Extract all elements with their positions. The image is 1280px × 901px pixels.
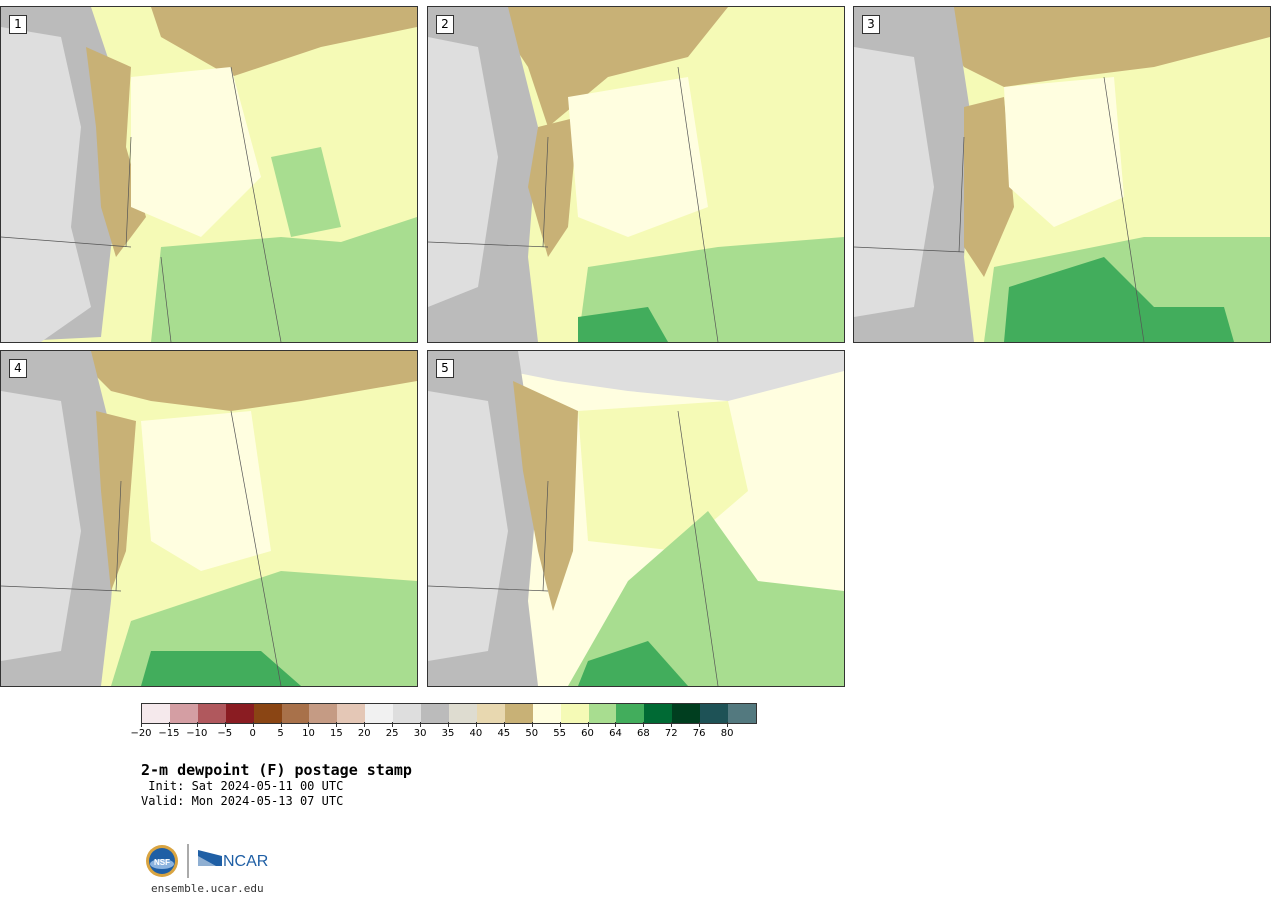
site-url: ensemble.ucar.edu (151, 882, 264, 895)
colorbar-swatch (169, 704, 198, 723)
colorbar-tick-label: 5 (277, 728, 284, 739)
colorbar-tick (336, 722, 338, 727)
colorbar-tick-label: −15 (158, 728, 180, 739)
colorbar-swatch (421, 704, 449, 723)
colorbar-tick-label: 30 (413, 728, 427, 739)
plot-title: 2-m dewpoint (F) postage stamp (141, 761, 412, 779)
dewpoint-map-5 (428, 351, 844, 686)
colorbar-tick (559, 722, 561, 727)
colorbar-tick (643, 722, 645, 727)
colorbar-tick-label: 15 (329, 728, 343, 739)
colorbar-tick (671, 722, 673, 727)
colorbar-swatch (728, 704, 756, 723)
colorbar-tick-label: −20 (130, 728, 152, 739)
colorbar-tick-label: 40 (469, 728, 483, 739)
colorbar-tick-label: 76 (692, 728, 706, 739)
dewpoint-map-1 (1, 7, 417, 342)
colorbar-tick (252, 722, 254, 727)
colorbar-tick (727, 722, 729, 727)
colorbar-tick-label: 35 (441, 728, 455, 739)
map-panel-4: 4 (0, 350, 418, 687)
nsf-ncar-logo: NSF NCAR (146, 844, 268, 878)
colorbar-swatch (197, 704, 226, 723)
colorbar-swatch (365, 704, 394, 723)
colorbar-tick (141, 722, 142, 727)
colorbar-tick-label: 60 (581, 728, 594, 739)
valid-time: Valid: Mon 2024-05-13 07 UTC (141, 794, 344, 808)
colorbar-tick (280, 722, 282, 727)
colorbar-tick (615, 722, 617, 727)
colorbar-tick-label: 64 (609, 728, 622, 739)
colorbar-swatch (142, 704, 170, 723)
panel-number: 3 (862, 15, 880, 34)
colorbar-swatch (281, 704, 310, 723)
map-panel-2: 2 (427, 6, 845, 343)
colorbar-tick-label: 25 (385, 728, 399, 739)
dewpoint-map-2 (428, 7, 844, 342)
map-panel-1: 1 (0, 6, 418, 343)
colorbar-tick (503, 722, 505, 727)
colorbar-tick (196, 722, 198, 727)
colorbar-swatch (476, 704, 505, 723)
colorbar-tick (308, 722, 310, 727)
colorbar-tick-label: 50 (525, 728, 539, 739)
colorbar-swatch (672, 704, 701, 723)
colorbar-tick-label: 10 (302, 728, 315, 739)
colorbar-tick-label: 80 (720, 728, 734, 739)
ncar-logo-text: NCAR (223, 853, 268, 870)
colorbar-tick (587, 722, 589, 727)
colorbar-tick (364, 722, 366, 727)
colorbar-ticks: −20 −15 −10 −5 0 5 10 15 20 25 30 35 40 45 50 55 60 64 68 7… (130, 722, 755, 742)
nsf-logo-text: NSF (154, 858, 170, 867)
colorbar-swatch (588, 704, 617, 723)
colorbar-tick (531, 722, 533, 727)
dewpoint-map-3 (854, 7, 1270, 342)
colorbar-tick (392, 722, 394, 727)
colorbar-swatch (337, 704, 366, 723)
panel-number: 2 (436, 15, 454, 34)
dewpoint-colorbar (141, 703, 757, 724)
panel-number: 5 (436, 359, 454, 378)
colorbar-swatch (225, 704, 254, 723)
colorbar-swatch (393, 704, 422, 723)
colorbar-tick-label: 0 (249, 728, 256, 739)
colorbar-swatch (448, 704, 477, 723)
colorbar-tick (224, 722, 226, 727)
colorbar-tick-label: 45 (497, 728, 511, 739)
colorbar-tick (168, 722, 170, 727)
colorbar-swatch (504, 704, 533, 723)
map-panel-3: 3 (853, 6, 1271, 343)
colorbar-tick-label: 72 (664, 728, 678, 739)
colorbar-tick-label: 55 (553, 728, 566, 739)
colorbar-swatch (532, 704, 561, 723)
colorbar-swatch (253, 704, 282, 723)
colorbar-tick (420, 722, 422, 727)
colorbar-swatch (616, 704, 645, 723)
colorbar-tick-label: 20 (357, 728, 371, 739)
colorbar-tick (448, 722, 449, 727)
panel-number: 1 (9, 15, 27, 34)
colorbar-swatch (560, 704, 589, 723)
sponsor-logos: NSF NCAR (144, 842, 274, 880)
colorbar-tick-label: 68 (636, 728, 650, 739)
map-panel-5: 5 (427, 350, 845, 687)
colorbar-tick (475, 722, 477, 727)
init-time: Init: Sat 2024-05-11 00 UTC (141, 779, 344, 793)
colorbar-tick-label: −10 (186, 728, 208, 739)
colorbar-swatch (309, 704, 338, 723)
colorbar-tick-label: −5 (217, 728, 233, 739)
colorbar-swatch (700, 704, 729, 723)
colorbar-tick (699, 722, 701, 727)
colorbar-swatch (644, 704, 673, 723)
dewpoint-map-4 (1, 351, 417, 686)
panel-number: 4 (9, 359, 27, 378)
